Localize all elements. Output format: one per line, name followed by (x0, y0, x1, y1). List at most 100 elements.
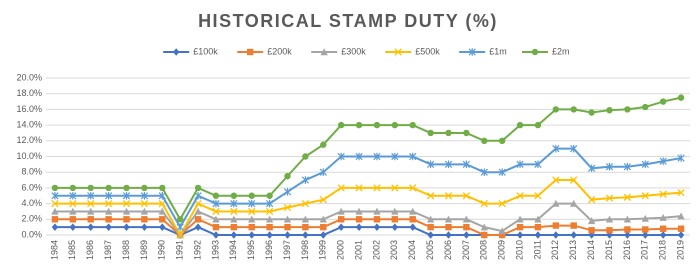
data-point (301, 215, 310, 223)
data-point (302, 153, 309, 160)
data-point (570, 222, 577, 229)
data-point (159, 216, 166, 223)
x-tick-label: 1988 (121, 240, 131, 260)
data-point (409, 207, 417, 215)
data-point (141, 223, 148, 231)
data-point (159, 223, 166, 231)
data-point (480, 199, 488, 208)
data-point (176, 216, 184, 223)
data-point (284, 172, 291, 180)
data-point (641, 160, 649, 169)
data-point (51, 191, 59, 200)
x-tick-label: 1985 (67, 240, 77, 260)
data-point (302, 231, 309, 239)
data-point (122, 207, 131, 215)
data-point (194, 216, 202, 223)
legend-marker (320, 48, 328, 56)
legend-item: £2m (522, 46, 570, 56)
data-point (320, 223, 327, 231)
data-point (141, 184, 148, 192)
data-point (587, 217, 596, 225)
data-point (552, 222, 560, 229)
data-point (444, 215, 453, 223)
data-point (176, 231, 184, 239)
data-point (498, 168, 506, 176)
data-point (69, 191, 77, 200)
data-point (552, 106, 560, 113)
y-tick-label: 2.0% (21, 214, 42, 224)
legend-item: £500k (385, 46, 440, 56)
data-point (552, 176, 560, 184)
data-point (462, 160, 471, 169)
data-point (516, 215, 524, 223)
x-tick-label: 2000 (336, 240, 346, 260)
data-point (623, 193, 632, 201)
data-point (141, 216, 148, 223)
data-point (391, 184, 399, 192)
x-tick-label: 1992 (192, 240, 202, 260)
data-point (534, 231, 542, 239)
data-point (534, 121, 542, 129)
data-point (391, 223, 399, 231)
data-point (194, 223, 202, 231)
x-tick-label: 1994 (228, 240, 238, 260)
x-tick-label: 2009 (497, 240, 507, 260)
data-point (248, 192, 255, 199)
data-point (265, 215, 274, 223)
legend-item: £1m (459, 46, 507, 56)
data-point (159, 184, 166, 192)
data-point (122, 191, 131, 200)
data-point (516, 121, 524, 129)
data-point (659, 98, 667, 105)
y-tick-label: 12.0% (16, 135, 42, 145)
data-point (373, 121, 381, 129)
legend-label: £100k (193, 46, 218, 56)
data-point (248, 215, 256, 223)
data-point (212, 192, 220, 199)
data-point (606, 227, 613, 234)
data-point (140, 199, 149, 208)
data-point (462, 215, 471, 223)
data-point (659, 157, 667, 166)
data-point (426, 215, 435, 223)
data-point (230, 223, 238, 231)
data-point (69, 199, 77, 208)
data-point (51, 184, 59, 192)
data-point (587, 164, 596, 173)
data-point (409, 121, 416, 129)
data-point (320, 231, 327, 239)
data-point (659, 190, 667, 198)
data-point (409, 152, 417, 161)
legend-marker (468, 48, 476, 56)
data-point (302, 223, 309, 231)
data-point (51, 216, 59, 223)
data-point (391, 207, 399, 215)
legend-marker (394, 48, 402, 56)
data-point (588, 227, 595, 234)
data-point (391, 152, 399, 161)
data-point (283, 203, 292, 212)
legend-label: £500k (415, 46, 440, 56)
data-point (355, 216, 363, 223)
data-point (284, 223, 291, 231)
x-tick-label: 2014 (586, 240, 596, 260)
data-point (87, 223, 94, 231)
x-tick-label: 2003 (389, 240, 399, 260)
x-tick-label: 2007 (461, 240, 471, 260)
data-point (104, 199, 113, 208)
data-point (212, 215, 220, 223)
data-point (212, 199, 220, 208)
data-point (301, 176, 310, 184)
data-point (498, 231, 506, 239)
data-point (516, 160, 524, 169)
data-point (248, 207, 256, 216)
x-tick-label: 2002 (371, 240, 381, 260)
data-point (320, 141, 327, 148)
x-tick-label: 2018 (658, 240, 668, 260)
x-tick-label: 2004 (407, 240, 417, 260)
legend-marker (531, 48, 539, 56)
data-point (230, 215, 238, 223)
data-point (266, 231, 273, 239)
data-point (283, 215, 292, 223)
